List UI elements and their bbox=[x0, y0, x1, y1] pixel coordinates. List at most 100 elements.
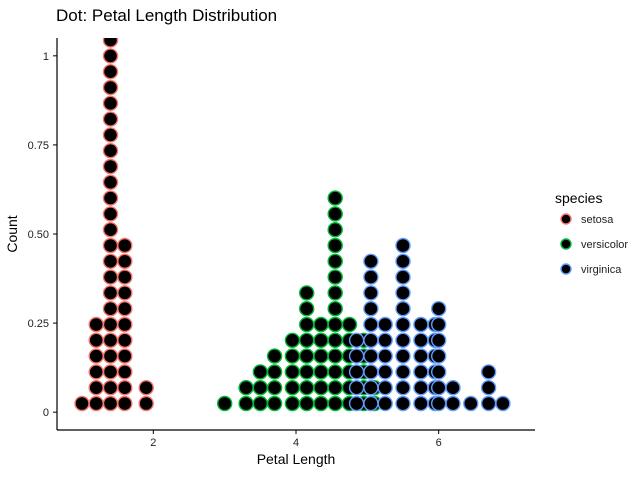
dot-setosa bbox=[102, 332, 119, 348]
dot-versicolor bbox=[313, 380, 329, 396]
dot-virginica bbox=[413, 348, 429, 364]
dot-virginica bbox=[395, 395, 411, 412]
dot-virginica bbox=[377, 348, 393, 364]
dot-versicolor bbox=[313, 332, 329, 348]
dot-setosa bbox=[88, 380, 104, 396]
dot-versicolor bbox=[284, 348, 301, 364]
dot-versicolor bbox=[284, 395, 301, 412]
dot-setosa bbox=[117, 301, 133, 317]
dot-setosa bbox=[102, 79, 119, 96]
dot-setosa bbox=[102, 206, 119, 222]
dot-versicolor bbox=[299, 380, 315, 396]
dot-virginica bbox=[413, 380, 429, 396]
dot-virginica bbox=[348, 348, 365, 364]
y-axis-ticks: 0 0.25 0.50 0.75 1 bbox=[28, 51, 57, 419]
dot-virginica bbox=[413, 395, 429, 412]
dot-setosa bbox=[88, 395, 104, 412]
dot-setosa bbox=[102, 190, 119, 206]
dot-virginica bbox=[363, 395, 379, 412]
dot-setosa bbox=[138, 380, 154, 396]
dot-setosa bbox=[88, 332, 104, 348]
dot-setosa bbox=[117, 348, 133, 364]
dot-virginica bbox=[395, 316, 411, 333]
x-tick-label: 2 bbox=[150, 437, 156, 449]
dot-layer bbox=[74, 38, 511, 412]
dot-setosa bbox=[117, 332, 133, 348]
x-tick-label: 4 bbox=[293, 437, 299, 449]
dot-virginica bbox=[480, 380, 497, 396]
legend-item-virginica: virginica bbox=[560, 263, 622, 276]
dot-virginica bbox=[431, 348, 447, 364]
dot-virginica bbox=[395, 301, 411, 317]
dot-setosa bbox=[88, 316, 104, 333]
dot-versicolor bbox=[252, 380, 268, 396]
dot-virginica bbox=[431, 395, 447, 412]
dot-versicolor bbox=[266, 348, 283, 364]
legend-label: setosa bbox=[581, 214, 614, 226]
dot-virginica bbox=[348, 395, 365, 412]
dot-setosa bbox=[102, 269, 119, 285]
dot-setosa bbox=[102, 301, 119, 317]
dot-virginica bbox=[395, 332, 411, 348]
dot-virginica bbox=[377, 332, 393, 348]
dot-setosa bbox=[102, 395, 119, 412]
dot-virginica bbox=[363, 364, 379, 380]
dot-versicolor bbox=[252, 395, 268, 412]
dot-versicolor bbox=[327, 316, 343, 333]
legend: species setosa versicolor virginica bbox=[555, 190, 628, 276]
dot-virginica bbox=[413, 332, 429, 348]
dot-virginica bbox=[463, 395, 479, 412]
dot-virginica bbox=[363, 316, 379, 333]
dot-versicolor bbox=[327, 253, 343, 269]
dot-versicolor bbox=[266, 364, 283, 380]
dot-virginica bbox=[495, 395, 511, 412]
dot-setosa bbox=[102, 364, 119, 380]
y-tick-label: 1 bbox=[43, 51, 49, 63]
dot-virginica bbox=[363, 332, 379, 348]
dot-virginica bbox=[431, 301, 447, 317]
dot-virginica bbox=[395, 364, 411, 380]
dot-versicolor bbox=[299, 348, 315, 364]
y-tick-label: 0 bbox=[43, 407, 49, 419]
dot-virginica bbox=[377, 364, 393, 380]
dot-setosa bbox=[102, 348, 119, 364]
dot-virginica bbox=[363, 253, 379, 269]
dot-virginica bbox=[480, 364, 497, 380]
legend-item-versicolor: versicolor bbox=[560, 238, 628, 251]
dot-versicolor bbox=[313, 348, 329, 364]
dot-versicolor bbox=[299, 395, 315, 412]
legend-title: species bbox=[555, 190, 602, 206]
dot-virginica bbox=[363, 348, 379, 364]
dot-virginica bbox=[377, 380, 393, 396]
dot-versicolor bbox=[266, 380, 283, 396]
dot-virginica bbox=[395, 380, 411, 396]
dot-versicolor bbox=[252, 364, 268, 380]
dot-virginica bbox=[445, 395, 461, 412]
dot-setosa bbox=[117, 285, 133, 301]
x-axis-title: Petal Length bbox=[257, 451, 336, 467]
dot-setosa bbox=[88, 348, 104, 364]
dot-versicolor bbox=[313, 395, 329, 412]
dot-virginica bbox=[363, 285, 379, 301]
dot-virginica bbox=[395, 253, 411, 269]
dot-versicolor bbox=[238, 380, 254, 396]
dot-virginica bbox=[431, 332, 447, 348]
legend-swatch bbox=[560, 263, 572, 275]
dot-virginica bbox=[395, 237, 411, 254]
dot-virginica bbox=[377, 395, 393, 412]
dot-versicolor bbox=[327, 206, 343, 222]
dot-virginica bbox=[413, 316, 429, 333]
dot-setosa bbox=[102, 38, 119, 48]
dot-setosa bbox=[102, 380, 119, 396]
dot-setosa bbox=[117, 316, 133, 333]
dot-virginica bbox=[431, 364, 447, 380]
dot-setosa bbox=[117, 253, 133, 269]
y-tick-label: 0.75 bbox=[28, 140, 49, 152]
dot-virginica bbox=[363, 380, 379, 396]
x-tick-label: 6 bbox=[436, 437, 442, 449]
dot-versicolor bbox=[327, 380, 343, 396]
chart-title: Dot: Petal Length Distribution bbox=[56, 6, 277, 25]
x-axis-ticks: 2 4 6 bbox=[150, 430, 442, 449]
dot-setosa bbox=[102, 127, 119, 143]
dot-setosa bbox=[102, 253, 119, 269]
